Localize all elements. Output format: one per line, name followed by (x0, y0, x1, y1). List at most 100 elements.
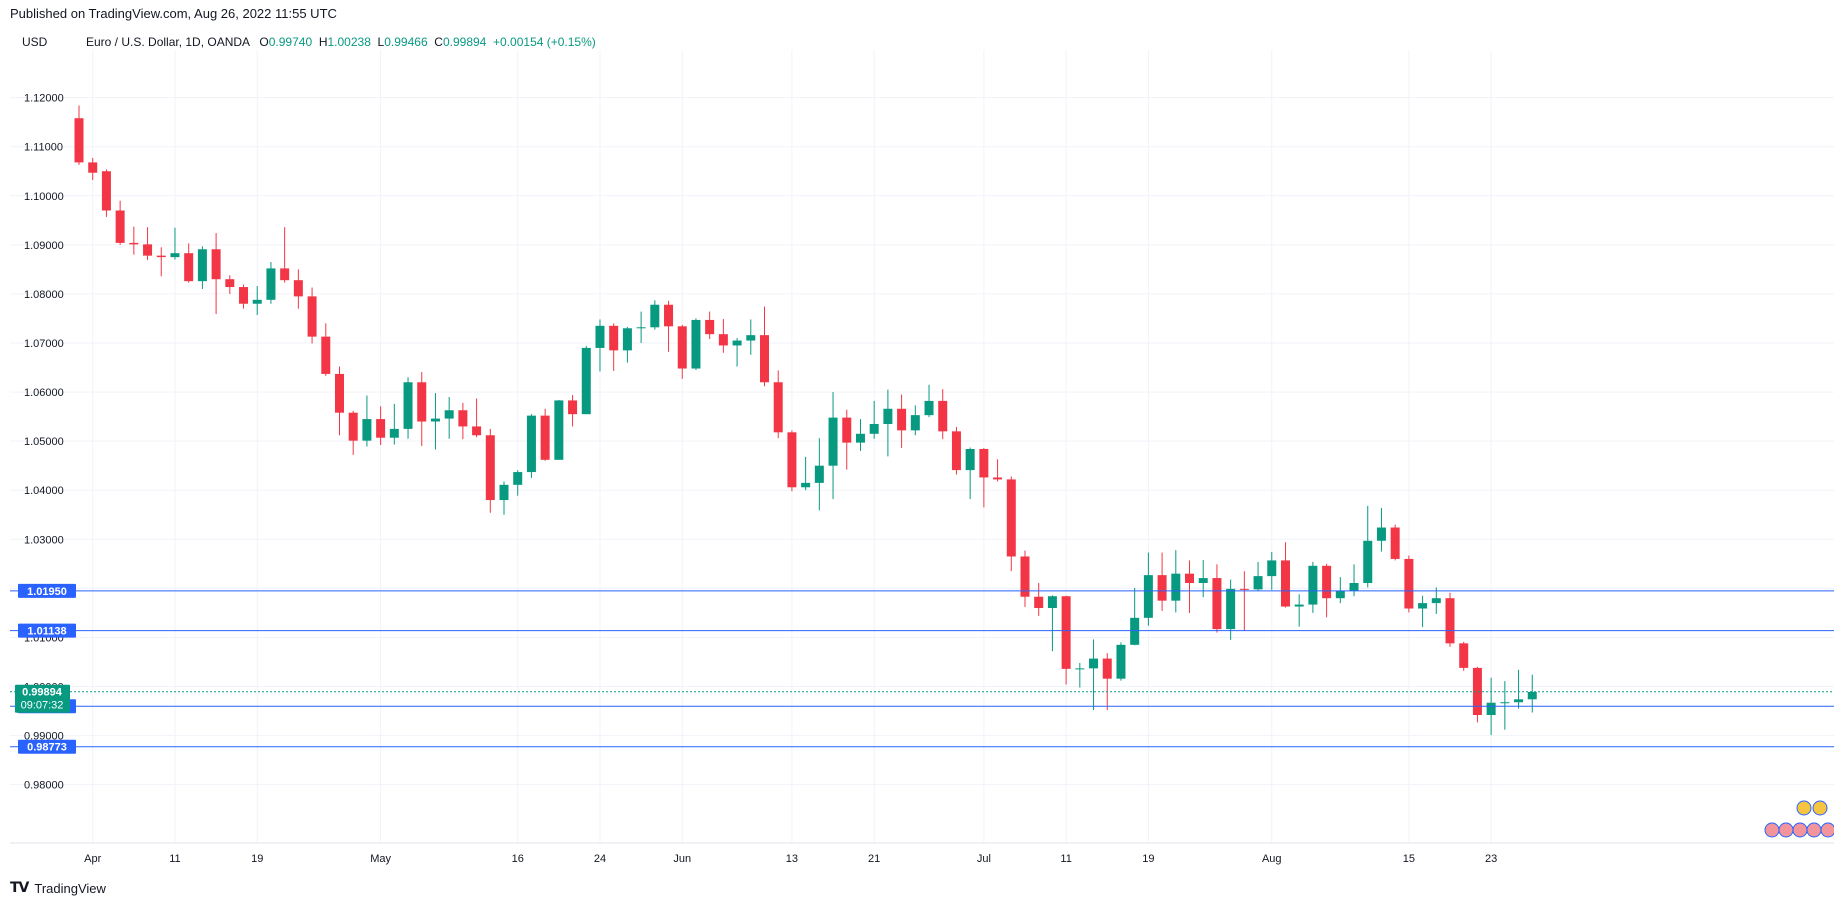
candle-body (170, 253, 180, 258)
candlestick-chart[interactable]: 0.980000.990001.000001.010001.020001.030… (0, 40, 1834, 870)
candle-body (801, 482, 811, 488)
candle-body (334, 373, 344, 413)
x-tick-label: 15 (1403, 853, 1415, 865)
last-price-label: 0.99894 (22, 687, 63, 699)
x-tick-label: May (370, 853, 391, 865)
candle-body (1116, 644, 1126, 679)
candle-body (581, 347, 591, 415)
candle-body (650, 304, 660, 328)
candle-body (526, 415, 536, 473)
candle-body (485, 435, 495, 501)
candle-body (1143, 575, 1153, 618)
candle-body (1198, 578, 1208, 583)
candle-body (938, 400, 948, 432)
candle-body (787, 432, 797, 488)
candle-body (458, 410, 468, 427)
candle-body (1404, 558, 1414, 609)
open-value: 0.99740 (268, 35, 313, 49)
y-tick-label: 1.05000 (24, 436, 64, 448)
chart-legend-bar: USD Euro / U.S. Dollar, 1D, OANDA O0.997… (0, 28, 1834, 54)
change-value: +0.00154 (+0.15%) (493, 35, 596, 49)
x-tick-label: 11 (169, 853, 180, 865)
candle-body (1102, 658, 1112, 679)
y-tick-label: 1.09000 (24, 240, 64, 252)
x-tick-label: 16 (512, 853, 524, 865)
candle-body (746, 335, 756, 341)
candle-body (101, 171, 111, 211)
candle-body (348, 412, 358, 441)
ohlc-legend[interactable]: Euro / U.S. Dollar, 1D, OANDA O0.99740 H… (86, 35, 596, 49)
candle-body (1075, 668, 1085, 670)
candle-body (1294, 604, 1304, 607)
event-flag-icon (1812, 800, 1828, 816)
candle-body (910, 415, 920, 431)
high-value: 1.00238 (327, 35, 371, 49)
candle-body (1171, 573, 1181, 601)
candle-body (1514, 699, 1524, 703)
candle-body (1239, 588, 1249, 590)
x-tick-label: Apr (84, 853, 101, 865)
candle-body (362, 419, 372, 441)
candle-body (1472, 667, 1482, 715)
x-tick-label: 19 (1142, 853, 1154, 865)
horizontal-line-label: 1.01138 (27, 626, 66, 638)
x-tick-label: 24 (594, 853, 606, 865)
candle-body (718, 334, 728, 346)
candle-body (1061, 596, 1071, 669)
horizontal-line-label: 1.01950 (27, 586, 67, 598)
candle-body (993, 477, 1003, 480)
candle-body (115, 210, 125, 243)
y-tick-label: 1.06000 (24, 387, 64, 399)
event-flag-icon (1792, 822, 1808, 838)
candle-body (1322, 565, 1332, 599)
candle-body (252, 299, 262, 304)
candle-body (430, 418, 440, 422)
candle-body (814, 465, 824, 483)
candle-body (472, 426, 482, 436)
candle-body (1500, 702, 1510, 704)
candle-body (1486, 702, 1496, 715)
y-tick-label: 1.03000 (24, 534, 64, 546)
y-tick-label: 1.08000 (24, 289, 64, 301)
x-tick-label: 19 (251, 853, 263, 865)
candle-body (499, 484, 509, 501)
symbol-title: Euro / U.S. Dollar, 1D, OANDA (86, 35, 250, 49)
event-flag-icon (1806, 822, 1822, 838)
candle-body (636, 327, 646, 329)
published-caption: Published on TradingView.com, Aug 26, 20… (10, 6, 337, 21)
candle-body (609, 325, 619, 351)
candle-body (965, 449, 975, 471)
horizontal-line-tag (18, 623, 76, 638)
candle-body (1047, 596, 1057, 609)
x-tick-label: Aug (1262, 853, 1282, 865)
candle-body (924, 400, 934, 416)
candle-body (951, 431, 961, 471)
event-flag-icon (1796, 800, 1812, 816)
x-tick-label: 21 (868, 853, 880, 865)
candle-body (156, 255, 166, 258)
candle-body (691, 319, 701, 369)
candle-body (293, 280, 303, 297)
candle-body (1006, 479, 1016, 557)
candle-body (403, 382, 413, 429)
tradingview-logo-icon[interactable]: TV (10, 880, 29, 896)
candle-body (883, 408, 893, 424)
countdown-label: 09:07:32 (21, 700, 64, 712)
horizontal-line-tag (18, 583, 76, 598)
open-label: O (259, 35, 269, 49)
footer-brand[interactable]: TradingView (34, 880, 106, 896)
candle-body (88, 162, 98, 173)
y-tick-label: 0.98000 (24, 780, 64, 792)
y-tick-label: 1.11000 (24, 142, 63, 154)
candle-body (143, 244, 153, 256)
last-price-tag (15, 684, 70, 713)
y-tick-label: 1.04000 (24, 485, 64, 497)
candle-body (197, 249, 207, 282)
candle-body (307, 296, 317, 337)
candle-body (239, 287, 249, 304)
currency-label: USD (22, 35, 48, 49)
x-tick-label: 11 (1060, 853, 1071, 865)
candle-body (1089, 658, 1099, 669)
candle-body (1308, 565, 1318, 605)
x-tick-label: Jun (673, 853, 691, 865)
